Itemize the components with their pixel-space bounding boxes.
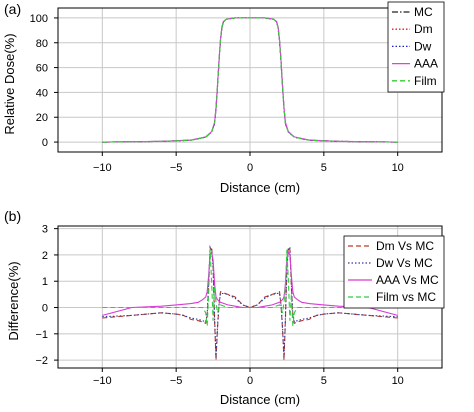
x-axis-label: Distance (cm) [220,392,300,407]
x-tick-label: 10 [392,162,404,174]
series-line-film [102,17,398,143]
x-tick-label: −5 [170,162,183,174]
x-tick-label: −10 [93,375,112,387]
panel-label: (a) [4,1,21,17]
y-tick-label: −2 [35,355,48,367]
y-tick-label: 3 [42,224,48,236]
y-tick-label: 20 [36,112,48,124]
legend-label: Dm [414,22,433,36]
y-tick-label: 0 [42,303,48,315]
y-axis-label: Relative Dose(%) [2,33,17,134]
x-tick-label: 10 [392,375,404,387]
legend-label: Film vs MC [376,290,436,304]
y-tick-label: 100 [30,13,48,25]
legend-label: Dw [414,39,432,53]
x-tick-label: 0 [247,375,253,387]
y-tick-label: 2 [42,250,48,262]
legend-box [343,235,445,309]
legend-label: AAA [414,57,438,71]
y-tick-label: 60 [36,63,48,75]
legend-label: Film [414,74,437,88]
x-tick-label: −10 [93,162,112,174]
x-tick-label: 0 [247,162,253,174]
legend-label: AAA Vs MC [376,273,439,287]
x-tick-label: 5 [321,375,327,387]
y-tick-label: −1 [35,329,48,341]
legend-label: MC [414,5,433,19]
y-tick-label: 80 [36,38,48,50]
y-tick-label: 0 [42,137,48,149]
legend-label: Dm Vs MC [376,239,434,253]
y-axis-label: Difference(%) [6,261,21,340]
x-axis-label: Distance (cm) [220,180,300,195]
legend-box [387,1,445,93]
series-line-film-vs-mc [102,249,398,326]
series-line-aaa-vs-mc [102,250,398,316]
x-tick-label: 5 [321,162,327,174]
panel-label: (b) [4,208,21,224]
y-tick-label: 1 [42,276,48,288]
x-tick-label: −5 [170,375,183,387]
legend-label: Dw Vs MC [376,256,433,270]
y-tick-label: 40 [36,87,48,99]
